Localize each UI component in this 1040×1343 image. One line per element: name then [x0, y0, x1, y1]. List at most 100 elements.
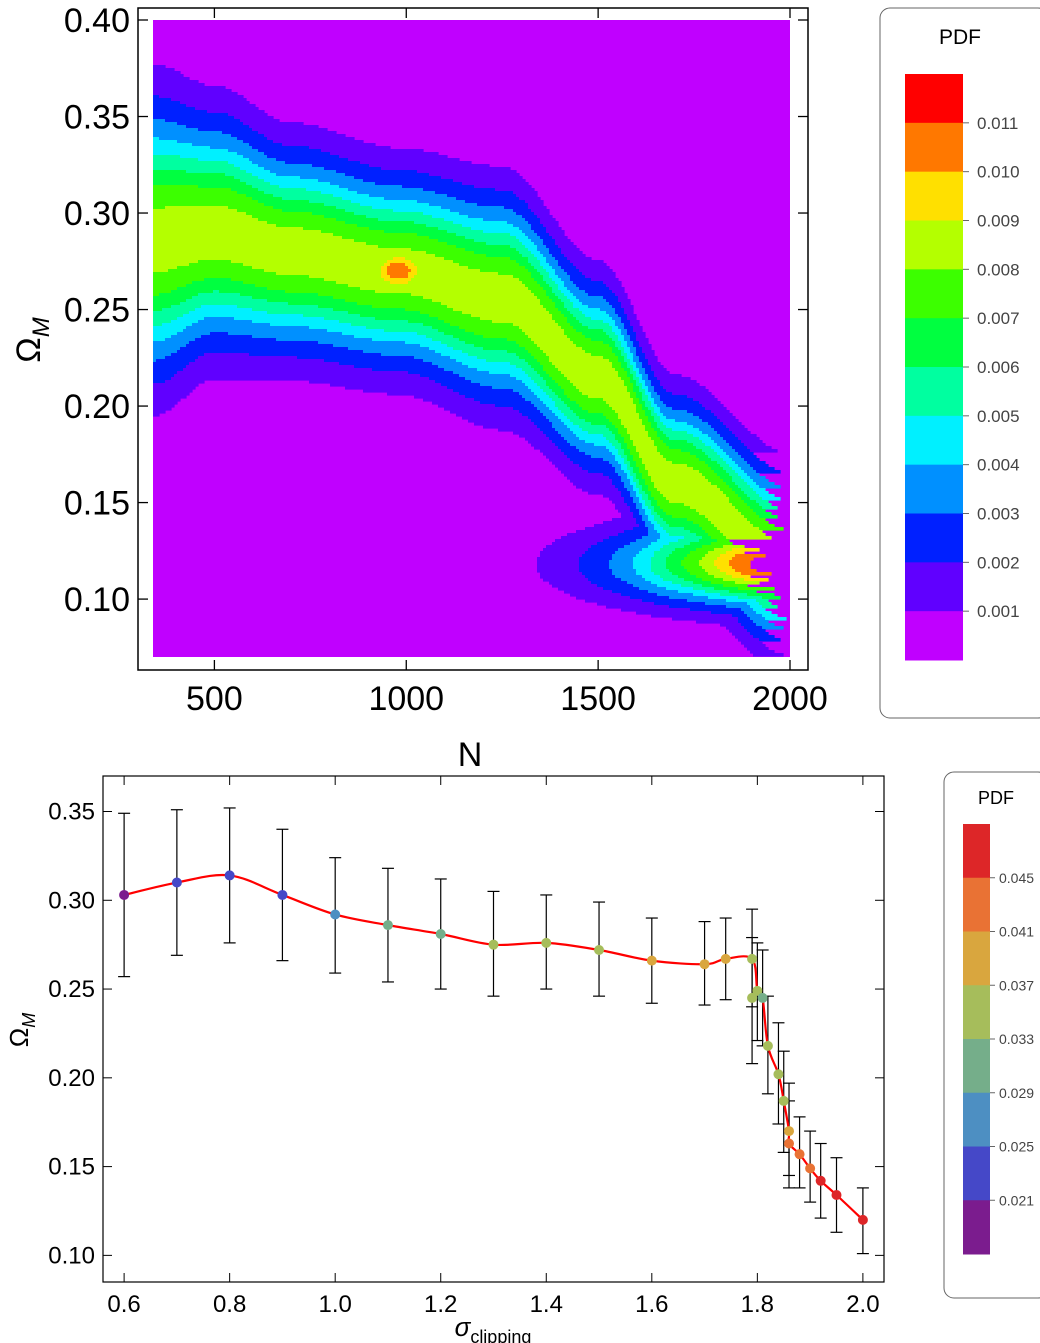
contour-level-cell	[537, 557, 580, 561]
contour-level-cell	[273, 206, 337, 210]
contour-level-cell	[570, 593, 622, 597]
contour-level-cell	[519, 326, 562, 330]
contour-level-cell	[732, 575, 751, 579]
contour-level-cell	[627, 314, 637, 318]
contour-level-cell	[621, 434, 631, 438]
contour-level-cell	[711, 611, 745, 615]
contour-level-cell	[750, 617, 766, 621]
contour-level-cell	[153, 209, 238, 213]
contour-level-cell	[624, 470, 631, 474]
contour-level-cell	[663, 527, 685, 531]
contour-level-cell	[153, 164, 235, 168]
contour-level-cell	[528, 386, 541, 390]
contour-level-cell	[621, 341, 628, 345]
contour-level-cell	[633, 368, 640, 372]
contour-level-cell	[612, 431, 619, 435]
contour-level-cell	[588, 548, 619, 552]
contour-level-cell	[657, 539, 679, 543]
contour-level-cell	[153, 380, 166, 384]
contour-level-cell	[309, 326, 367, 330]
contour-level-cell	[153, 206, 166, 210]
contour-level-cell	[723, 578, 745, 582]
contour-level-cell	[237, 137, 268, 141]
contour-level-cell	[153, 332, 178, 336]
contour-level-cell	[570, 443, 595, 447]
contour-level-cell	[693, 521, 712, 525]
contour-level-cell	[525, 383, 538, 387]
contour-level-cell	[159, 293, 199, 297]
contour-level-cell	[603, 356, 619, 360]
contour-level-cell	[153, 158, 199, 162]
contour-level-cell	[630, 359, 634, 363]
contour-level-cell	[153, 215, 253, 219]
contour-level-cell	[171, 98, 247, 102]
contour-level-cell	[324, 317, 376, 321]
contour-level-cell	[579, 320, 604, 324]
contour-level-cell	[579, 269, 613, 273]
data-point	[815, 1175, 826, 1186]
contour-level-cell	[702, 578, 724, 582]
contour-level-cell	[429, 314, 472, 318]
contour-level-cell	[615, 344, 622, 348]
contour-level-cell	[651, 368, 667, 372]
contour-level-cell	[669, 437, 700, 441]
contour-legend-level-label: 0.007	[977, 309, 1020, 328]
contour-level-cell	[609, 323, 616, 327]
contour-legend-level-label: 0.004	[977, 456, 1020, 475]
contour-level-cell	[630, 395, 637, 399]
contour-level-cell	[438, 227, 472, 231]
contour-level-cell	[153, 89, 232, 93]
contour-level-cell	[717, 539, 730, 543]
contour-level-cell	[762, 596, 781, 600]
contour-level-cell	[165, 206, 229, 210]
contour-level-cell	[411, 260, 454, 264]
contour-level-cell	[555, 401, 565, 405]
contour-level-cell	[153, 254, 436, 258]
contour-level-cell	[633, 401, 640, 405]
contour-level-cell	[525, 398, 541, 402]
contour-level-cell	[516, 248, 529, 252]
contour-level-cell	[492, 386, 529, 390]
contour-level-cell	[627, 488, 634, 492]
contour-level-cell	[657, 431, 664, 435]
contour-level-cell	[738, 596, 763, 600]
contour-level-cell	[684, 503, 733, 507]
contour-level-cell	[564, 413, 577, 417]
contour-level-cell	[312, 212, 355, 216]
contour-level-cell	[552, 389, 565, 393]
contour-level-cell	[546, 434, 562, 438]
contour-level-cell	[651, 395, 661, 399]
contour-level-cell	[423, 323, 451, 327]
contour-level-cell	[690, 506, 736, 510]
contour-level-cell	[354, 335, 427, 339]
contour-level-cell	[648, 497, 655, 501]
contour-level-cell	[741, 641, 763, 645]
contour-level-cell	[153, 95, 160, 99]
contour-level-cell	[633, 458, 643, 462]
contour-level-cell	[357, 302, 442, 306]
contour-level-cell	[597, 602, 655, 606]
contour-level-cell	[681, 584, 703, 588]
contour-level-cell	[381, 272, 388, 276]
contour-level-cell	[558, 446, 577, 450]
contour-level-cell	[633, 527, 649, 531]
contour-level-cell	[312, 164, 370, 168]
contour-level-cell	[555, 293, 565, 297]
contour-level-cell	[633, 479, 640, 483]
contour-level-cell	[552, 299, 562, 303]
contour-level-cell	[618, 413, 640, 417]
contour-level-cell	[693, 413, 715, 417]
contour-level-cell	[444, 407, 514, 411]
contour-level-cell	[630, 506, 637, 510]
contour-level-cell	[471, 314, 553, 318]
contour-level-cell	[603, 587, 640, 591]
contour-level-cell	[738, 494, 748, 498]
contour-level-cell	[381, 167, 511, 171]
contour-level-cell	[480, 269, 529, 273]
contour-level-cell	[624, 350, 631, 354]
contour-level-cell	[747, 614, 763, 618]
contour-level-cell	[561, 470, 589, 474]
contour-level-cell	[735, 449, 751, 453]
contour-level-cell	[648, 590, 679, 594]
contour-level-cell	[465, 248, 517, 252]
